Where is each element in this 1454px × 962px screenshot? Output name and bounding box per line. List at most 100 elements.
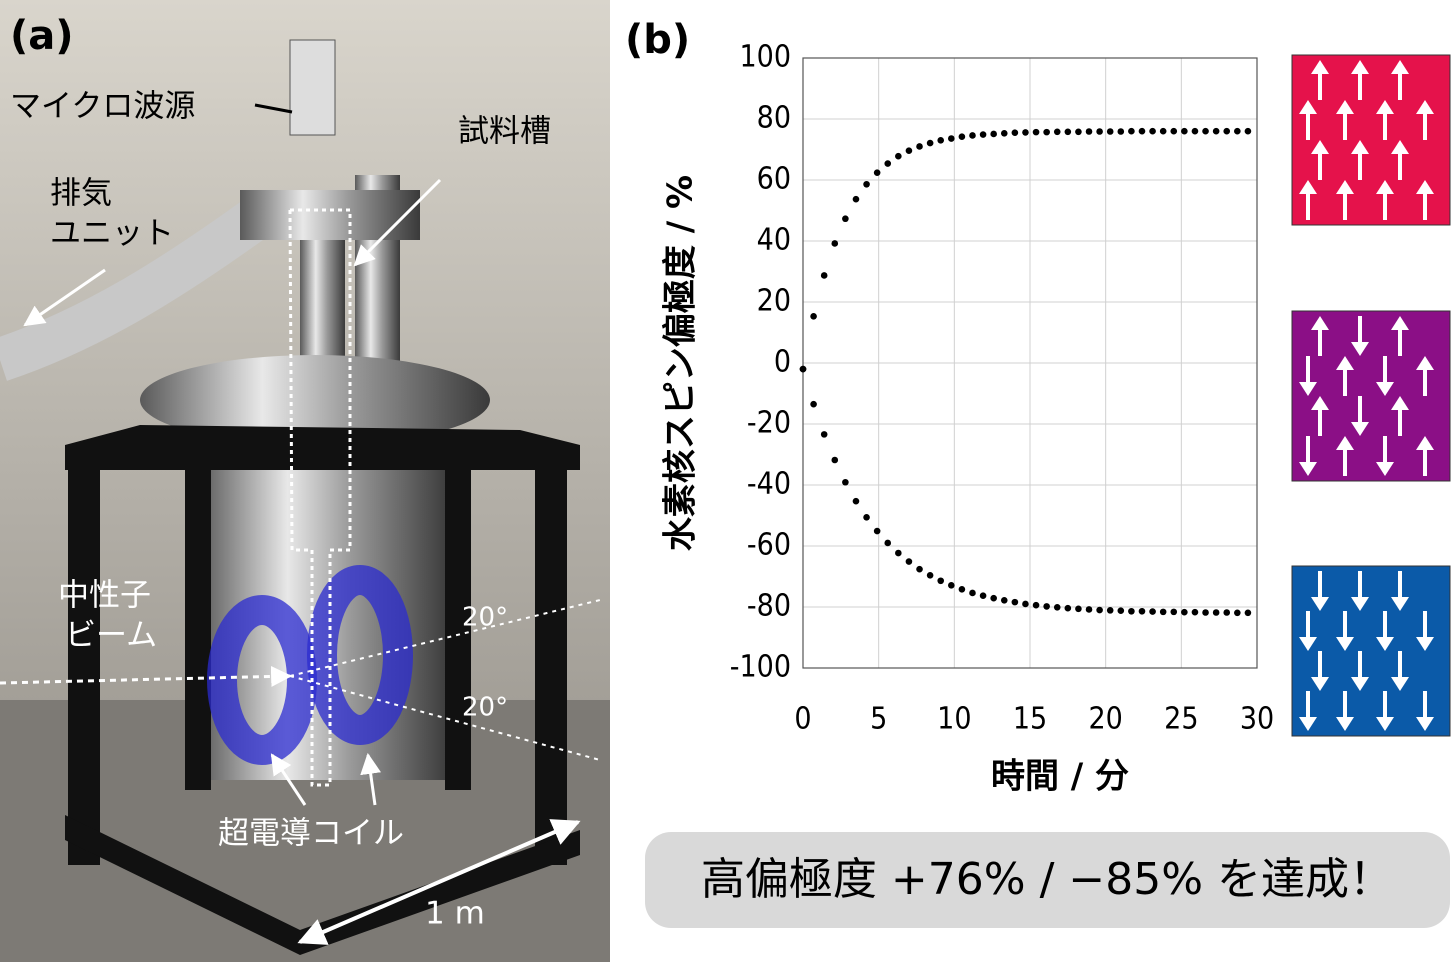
data-point [1223, 127, 1231, 135]
data-point [1064, 128, 1072, 136]
y-tick-label: -100 [730, 650, 791, 685]
beam-label: ビーム [65, 618, 157, 654]
data-point [958, 133, 966, 140]
data-point [1202, 127, 1209, 135]
data-point [1138, 607, 1146, 615]
data-point [1181, 127, 1188, 135]
data-point [1138, 127, 1146, 135]
spin-arrow-head [1311, 396, 1329, 410]
data-point [1117, 607, 1125, 614]
exhaust-label: ユニット [50, 216, 174, 252]
spin-arrow-head [1336, 717, 1354, 731]
data-point [1117, 128, 1125, 135]
panel-label: (b) [625, 17, 690, 63]
exhaust-label: 排気 [50, 176, 112, 212]
data-point [820, 431, 828, 438]
pointer [360, 752, 382, 806]
plot-frame [802, 57, 1258, 669]
data-point [990, 594, 997, 602]
spin-arrow-head [1299, 180, 1317, 194]
data-point [1011, 598, 1019, 606]
data-point [863, 180, 870, 188]
sample-column [300, 220, 345, 380]
scale-label: 1 m [425, 896, 485, 932]
data-point [831, 456, 839, 464]
beam-label: 中性子 [58, 578, 151, 614]
spin-arrow-head [1391, 60, 1409, 74]
data-point [969, 132, 976, 139]
x-tick-label: 30 [1240, 702, 1274, 737]
spin-arrow-head [1416, 637, 1434, 651]
data-point [863, 514, 870, 521]
data-point [1234, 609, 1241, 617]
spin-arrow-head [1391, 140, 1409, 154]
x-tick-label: 5 [870, 702, 887, 737]
spin-arrow-head [1311, 597, 1329, 611]
data-point [1149, 608, 1156, 615]
spin-icons [1291, 54, 1451, 737]
microwave-label: マイクロ波源 [10, 89, 195, 125]
data-point [948, 582, 955, 589]
spin-arrow-head [1351, 597, 1369, 611]
x-tick-label: 10 [937, 702, 971, 737]
data-point [905, 558, 913, 565]
data-point [1106, 607, 1114, 614]
data-point [916, 143, 923, 150]
y-tick-label: 40 [757, 223, 791, 258]
x-tick-label: 20 [1088, 702, 1122, 737]
x-tick-label: 0 [794, 702, 811, 737]
spin-arrow-head [1376, 382, 1394, 396]
y-tick-label: -40 [747, 467, 791, 502]
coil-label: 超電導コイル [218, 816, 404, 852]
spin-arrow-head [1311, 316, 1329, 330]
spin-arrow-head [1376, 100, 1394, 114]
spin-arrow-head [1336, 180, 1354, 194]
spin-arrow-head [1351, 140, 1369, 154]
x-tick-label: 25 [1164, 702, 1198, 737]
scale-arrow [297, 819, 581, 945]
spin-arrow-head [1299, 462, 1317, 476]
data-point [1032, 128, 1040, 136]
pointer [254, 103, 293, 114]
spin-arrow-head [1391, 396, 1409, 410]
data-point [1191, 608, 1199, 616]
data-point [1244, 127, 1252, 135]
spin-arrow-head [1376, 637, 1394, 651]
data-point [852, 497, 860, 505]
data-point [820, 272, 828, 279]
data-point [1212, 609, 1220, 616]
data-point [1244, 609, 1252, 617]
spin-arrow-head [1416, 436, 1434, 450]
data-point [937, 577, 945, 585]
data-point [1096, 128, 1103, 135]
data-point [884, 160, 892, 167]
y-tick-label: 60 [757, 162, 791, 197]
pointer [23, 268, 106, 327]
angle-label: 20° [462, 603, 508, 633]
panel-label: (a) [10, 13, 74, 59]
data-point [905, 147, 913, 155]
data-point [1202, 609, 1209, 616]
y-tick-label: -80 [747, 589, 791, 624]
angle-label: 20° [462, 693, 508, 723]
y-tick-label: -20 [747, 406, 791, 441]
beam-line [0, 665, 293, 687]
data-point [1011, 129, 1019, 137]
data-point [1075, 128, 1082, 136]
y-tick-label: 20 [757, 284, 791, 319]
data-point [1085, 128, 1093, 135]
y-tick-label: 0 [774, 345, 791, 380]
data-point [1085, 606, 1093, 613]
pointer [270, 753, 307, 806]
data-point [1149, 127, 1156, 135]
x-axis-title: 時間 / 分 [991, 757, 1129, 797]
data-point [1000, 130, 1008, 137]
spin-arrow-head [1299, 100, 1317, 114]
data-point [1053, 604, 1061, 611]
data-point [1128, 607, 1135, 615]
data-point [990, 130, 997, 138]
spin-arrow-head [1336, 637, 1354, 651]
data-point [884, 539, 892, 547]
y-tick-label: 100 [739, 40, 791, 75]
